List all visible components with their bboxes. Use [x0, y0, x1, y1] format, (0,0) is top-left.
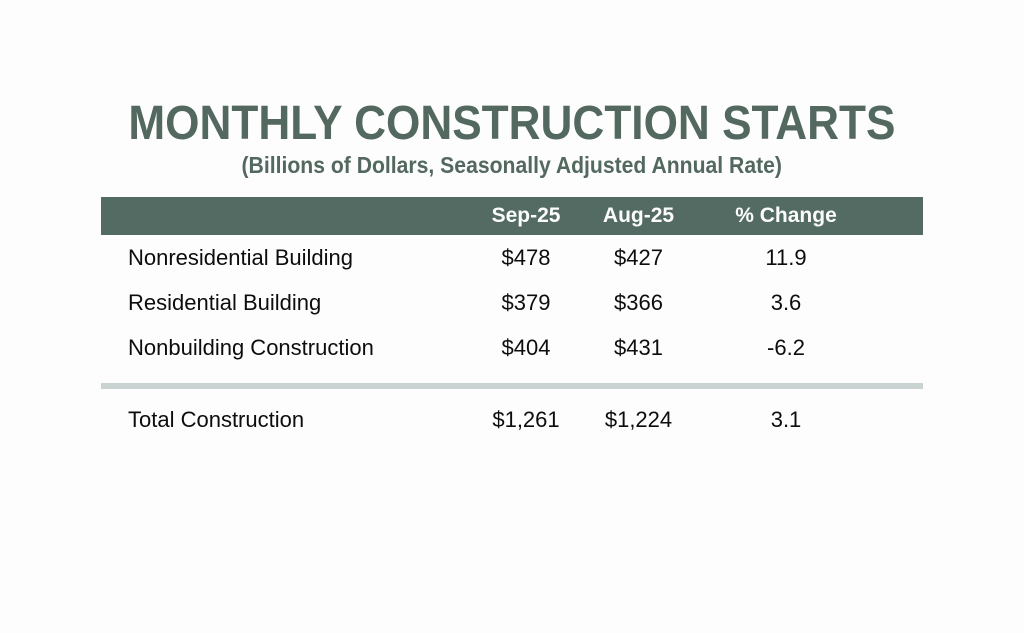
page-title-text: MONTHLY CONSTRUCTION STARTS: [128, 97, 896, 150]
table-header-row: Sep-25 Aug-25 % Change: [101, 197, 923, 235]
column-header-sep-25: Sep-25: [491, 204, 561, 227]
cell-aug-25: $431: [614, 334, 663, 360]
page-title: MONTHLY CONSTRUCTION STARTS: [0, 100, 1024, 148]
row-label: Total Construction: [128, 407, 305, 432]
construction-starts-table: Sep-25 Aug-25 % Change Nonresidential Bu…: [101, 197, 923, 442]
row-label: Nonbuilding Construction: [128, 334, 374, 360]
cell-pct-change: 3.6: [770, 289, 802, 315]
cell-aug-25: $366: [614, 289, 663, 315]
row-label: Nonresidential Building: [128, 244, 354, 270]
row-label: Residential Building: [128, 289, 322, 315]
cell-pct-change: 11.9: [765, 244, 807, 270]
column-header-aug-25: Aug-25: [602, 204, 675, 227]
cell-sep-25: $404: [501, 334, 551, 360]
table-row: Nonresidential Building $478 $427 11.9: [101, 235, 923, 280]
column-header-pct-change: % Change: [735, 204, 837, 227]
cell-sep-25: $1,261: [492, 407, 560, 432]
page-subtitle-text: (Billions of Dollars, Seasonally Adjuste…: [241, 152, 783, 178]
cell-sep-25: $379: [501, 289, 551, 315]
cell-aug-25: $427: [614, 244, 663, 270]
cell-sep-25: $478: [501, 244, 551, 270]
table-row: Nonbuilding Construction $404 $431 -6.2: [101, 325, 923, 370]
total-divider: [101, 383, 923, 389]
total-row: Total Construction $1,261 $1,224 3.1: [101, 398, 923, 442]
table-row: Residential Building $379 $366 3.6: [101, 280, 923, 325]
page-subtitle: (Billions of Dollars, Seasonally Adjuste…: [0, 154, 1024, 177]
cell-aug-25: $1,224: [604, 407, 673, 432]
cell-pct-change: 3.1: [770, 407, 802, 432]
cell-pct-change: -6.2: [767, 334, 805, 360]
page: MONTHLY CONSTRUCTION STARTS (Billions of…: [0, 100, 1024, 633]
